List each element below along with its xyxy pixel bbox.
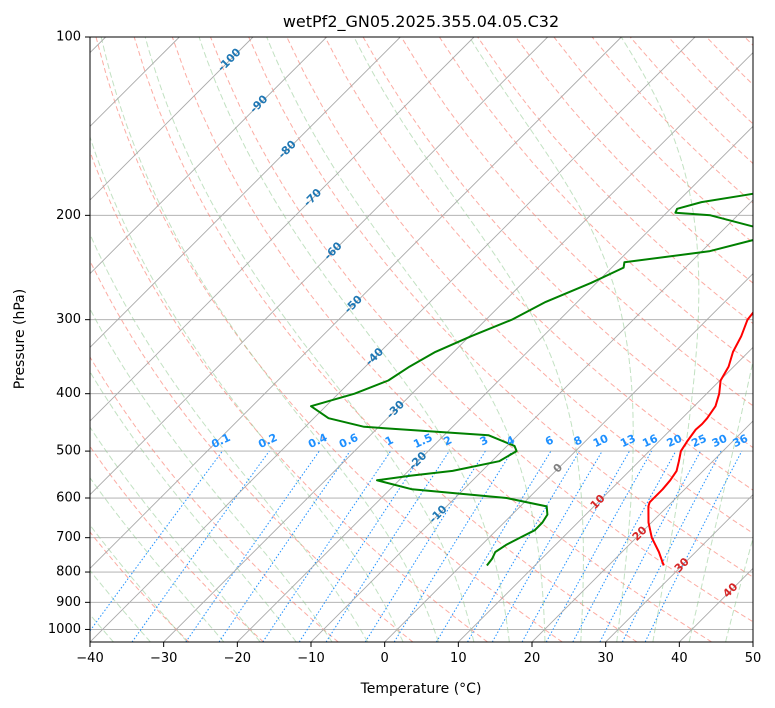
mixing-ratio-line [521, 450, 630, 642]
isotherm-line [458, 346, 753, 642]
mixing-ratio-line [131, 450, 270, 642]
x-tick-label: −40 [76, 651, 103, 666]
dry-adiabat-line [210, 37, 753, 623]
mixing-ratio-line [644, 450, 743, 642]
mixing-ratio-label: 16 [640, 432, 660, 450]
isotherm-line [605, 494, 753, 642]
isotherm-line [90, 37, 475, 422]
moist-adiabat-line [90, 426, 261, 642]
x-tick-label: 10 [450, 651, 467, 666]
plot-frame [89, 36, 754, 643]
isotherm-line [90, 37, 401, 348]
mixing-ratio-label: 13 [618, 432, 637, 450]
x-tick-label: −30 [150, 651, 177, 666]
isotherm-line [310, 199, 753, 642]
moist-adiabat-line [90, 232, 369, 642]
isotherm-line [531, 420, 753, 642]
dry-adiabat-line [90, 150, 488, 642]
mixing-ratio-line [90, 450, 223, 632]
x-tick-label: 50 [745, 651, 762, 666]
mixing-ratio-label: 10 [591, 432, 611, 450]
dry-adiabat-line [90, 356, 339, 642]
mixing-ratio-line [262, 450, 392, 642]
x-tick-label: 30 [597, 651, 614, 666]
x-tick-label: 20 [524, 651, 541, 666]
mixing-ratio-line [545, 450, 653, 642]
dry-adiabat-line [438, 37, 753, 366]
x-tick-label: −20 [224, 651, 251, 666]
mixing-ratio-line [435, 450, 552, 642]
moist-adiabat-line [90, 524, 188, 642]
x-tick-label: −10 [297, 651, 324, 666]
y-tick-label: 700 [56, 530, 81, 545]
mixing-ratio-label: 36 [731, 432, 751, 450]
dry-adiabat-line [400, 37, 753, 407]
mixing-ratio-label: 25 [689, 432, 708, 450]
isotherm-line [90, 37, 548, 496]
y-tick-label: 1000 [48, 622, 81, 637]
y-tick-label: 800 [56, 565, 81, 580]
dry-adiabat-line [90, 445, 264, 642]
moist-adiabat-line [620, 37, 700, 642]
mixing-ratio-line [364, 450, 486, 642]
moist-adiabat-line [90, 476, 225, 642]
mixing-ratio-line [325, 450, 450, 642]
mixing-ratio-line [298, 450, 425, 642]
plot-area: -100-90-80-70-60-50-40-30-20-100.1 0.2 0.4… [90, 37, 753, 642]
moist-adiabat-line [266, 37, 546, 642]
x-tick-label: 0 [381, 651, 389, 666]
mixing-ratio-line [599, 450, 701, 642]
dry-adiabat-line [171, 37, 712, 642]
dry-adiabat-line [248, 37, 753, 578]
moist-adiabat-line [144, 37, 475, 642]
temperature-profile [647, 311, 753, 566]
y-tick-label: 500 [56, 444, 81, 459]
isotherm-line [163, 52, 753, 642]
moist-adiabat-line [353, 37, 584, 642]
isotherm-line [90, 37, 622, 569]
mixing-ratio-label: 20 [665, 432, 685, 450]
mixing-ratio-label: 30 [710, 432, 730, 450]
x-tick-label: 40 [671, 651, 688, 666]
y-tick-label: 600 [56, 491, 81, 506]
mixing-ratio-line [393, 450, 513, 642]
x-axis-title: Temperature (°C) [360, 681, 482, 697]
mixing-ratio-line [572, 450, 677, 642]
moist-adiabat-line [469, 37, 634, 642]
moist-adiabat-line [100, 37, 439, 642]
mixing-ratio-line [185, 450, 320, 642]
dewpoint-profile [310, 192, 753, 567]
y-tick-label: 900 [56, 595, 81, 610]
isotherm-line [90, 37, 327, 275]
mixing-ratio-line [218, 450, 351, 642]
y-tick-label: 400 [56, 386, 81, 401]
isotherm-line [90, 37, 254, 201]
y-tick-label: 100 [56, 30, 81, 45]
dry-adiabat-line [90, 531, 190, 642]
dry-adiabat-line [515, 37, 753, 284]
chart-title: wetPf2_GN05.2025.355.04.05.C32 [283, 12, 559, 32]
y-tick-label: 300 [56, 312, 81, 327]
isotherm-line [237, 125, 753, 642]
moist-adiabat-line [688, 358, 753, 642]
dry-adiabat-line [324, 37, 753, 491]
y-tick-label: 200 [56, 208, 81, 223]
moist-adiabat-line [90, 569, 151, 642]
y-axis-title: Pressure (hPa) [12, 289, 28, 389]
dry-adiabat-line [95, 37, 563, 642]
isotherm-line [384, 273, 753, 642]
moist-adiabat-line [90, 370, 297, 642]
isotherm-line [90, 37, 696, 642]
mixing-ratio-line [621, 450, 722, 642]
dry-adiabat-line [133, 37, 638, 642]
moist-adiabat-line [90, 135, 404, 642]
moist-adiabat-line [198, 37, 510, 642]
